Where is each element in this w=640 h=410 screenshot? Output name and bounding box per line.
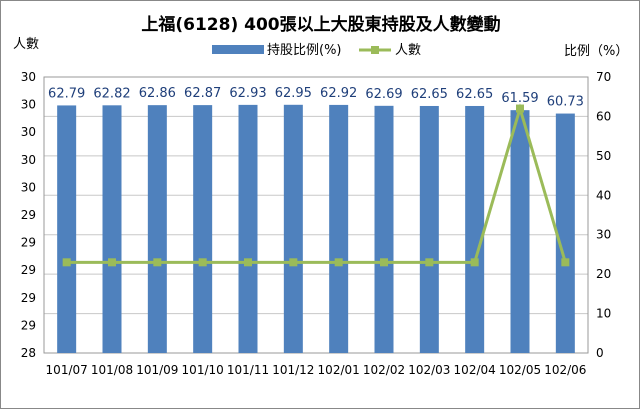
- plot-area-border: [43, 76, 589, 354]
- bar-data-label: 60.73: [547, 95, 584, 110]
- line-marker: [425, 258, 434, 267]
- legend-line-label: 人數: [395, 43, 421, 58]
- legend-bar-label: 持股比例(%): [267, 43, 342, 58]
- right-axis-tick-label: 70: [596, 70, 611, 84]
- right-axis-tick-label: 0: [596, 346, 604, 360]
- bar-data-label: 61.59: [501, 91, 538, 106]
- bar: [193, 105, 213, 353]
- bar: [329, 104, 349, 353]
- line-marker: [334, 258, 343, 267]
- bar: [57, 105, 77, 353]
- line-marker: [244, 258, 252, 267]
- bar-data-label: 62.82: [93, 86, 130, 101]
- line-series-people: [66, 103, 567, 264]
- line-marker: [470, 258, 479, 267]
- left-axis-tick-label: 29: [21, 318, 36, 332]
- line-marker: [62, 258, 71, 267]
- line-marker: [289, 258, 298, 267]
- x-axis-tick-label: 102/01: [318, 363, 360, 377]
- bar: [147, 105, 167, 353]
- left-axis-tick-label: 30: [21, 70, 36, 84]
- left-axis-tick-label: 28: [21, 346, 36, 360]
- x-axis-tick-label: 102/06: [544, 363, 586, 377]
- bar-data-label: 62.86: [139, 86, 176, 101]
- legend-line-marker: [371, 46, 379, 54]
- x-axis-tick-label: 102/04: [454, 363, 496, 377]
- right-axis-tick-label: 30: [596, 228, 611, 242]
- line-marker: [198, 258, 207, 267]
- x-axis-tick-label: 101/12: [272, 363, 314, 377]
- left-axis-tick-label: 29: [21, 208, 36, 222]
- x-axis-tick-label: 101/09: [136, 363, 178, 377]
- bar-data-label: 62.92: [320, 86, 357, 101]
- bar-data-label: 62.79: [48, 86, 85, 101]
- x-axis-tick-label: 101/07: [46, 363, 88, 377]
- right-axis-tick-label: 50: [596, 149, 611, 163]
- line-marker: [561, 258, 570, 267]
- bar: [465, 105, 485, 353]
- bar: [238, 104, 258, 353]
- x-axis-tick-label: 101/11: [227, 363, 269, 377]
- left-axis-title: 人數: [13, 37, 40, 52]
- bar: [419, 105, 439, 353]
- bar: [510, 110, 530, 354]
- x-axis-tick-label: 101/10: [182, 363, 224, 377]
- bar-data-label: 62.87: [184, 86, 221, 101]
- left-axis-tick-label: 30: [21, 98, 36, 112]
- line-marker: [108, 258, 116, 267]
- bar-data-label: 62.93: [229, 86, 266, 101]
- bar: [102, 105, 122, 353]
- bar-data-label: 62.65: [456, 87, 493, 102]
- bar-data-label: 62.65: [411, 87, 448, 102]
- right-axis-tick-label: 20: [596, 267, 611, 281]
- left-axis-tick-label: 29: [21, 236, 36, 250]
- left-axis-tick-label: 30: [21, 125, 36, 139]
- bar-data-label: 62.69: [365, 87, 402, 102]
- legend-bar-swatch: [212, 45, 264, 54]
- left-axis-tick-label: 30: [21, 180, 36, 194]
- left-axis-tick-label: 29: [21, 263, 36, 277]
- line-marker: [380, 258, 388, 267]
- x-axis-tick-label: 102/05: [499, 363, 541, 377]
- x-axis-tick-label: 101/08: [91, 363, 133, 377]
- chart-title: 上福(6128) 400張以上大股東持股及人數變動: [141, 15, 501, 35]
- left-axis-tick-label: 29: [21, 291, 36, 305]
- bar: [283, 104, 303, 353]
- bar: [555, 113, 575, 353]
- right-axis-tick-label: 60: [596, 109, 611, 123]
- right-axis-tick-label: 10: [596, 307, 611, 321]
- line-marker: [153, 258, 162, 267]
- bar: [374, 105, 394, 353]
- bar-data-label: 62.95: [275, 86, 312, 101]
- right-axis-tick-label: 40: [596, 188, 611, 202]
- line-marker: [516, 104, 524, 113]
- right-axis-title: 比例（%）: [564, 44, 629, 59]
- x-axis-tick-label: 102/02: [363, 363, 405, 377]
- x-axis-tick-label: 102/03: [408, 363, 450, 377]
- left-axis-tick-label: 30: [21, 153, 36, 167]
